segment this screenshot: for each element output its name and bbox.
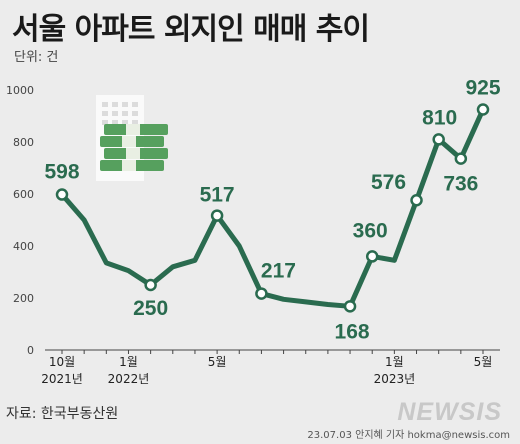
data-point	[432, 133, 445, 146]
building-window	[132, 111, 138, 116]
x-tick-label: 5월	[474, 355, 493, 369]
data-point	[410, 193, 423, 207]
data-point	[210, 209, 224, 222]
x-tick-label: 10월	[49, 355, 75, 369]
building-window	[112, 120, 118, 125]
data-label: 217	[261, 260, 296, 283]
building-window	[102, 120, 108, 125]
money-stack-icon	[96, 95, 168, 181]
y-tick-label: 400	[13, 240, 34, 253]
x-tick-year-label: 2023년	[374, 372, 416, 386]
building-window	[112, 102, 118, 107]
series	[55, 103, 490, 313]
newsis-logo: NEWSIS	[397, 398, 502, 426]
data-point	[55, 188, 69, 201]
building-window	[112, 111, 118, 116]
building-window	[122, 111, 128, 116]
money-band	[126, 124, 140, 135]
data-point	[144, 278, 157, 292]
value-labels: 598 250 517 217 168 360 576 810 736 925	[44, 77, 500, 344]
money-band	[122, 160, 136, 171]
data-point	[255, 287, 268, 300]
building-window	[102, 102, 108, 107]
building-window	[132, 120, 138, 125]
building-window	[122, 120, 128, 125]
y-tick-label: 600	[13, 188, 34, 201]
credit-line: 23.07.03 안지혜 기자 hokma@newsis.com	[307, 430, 510, 441]
series-line	[59, 107, 486, 309]
x-tick-year-label: 2021년	[41, 372, 83, 386]
data-label: 360	[353, 219, 388, 242]
x-tick-year-label: 2022년	[108, 372, 150, 386]
y-tick-label: 0	[27, 344, 34, 357]
data-label: 576	[371, 171, 406, 194]
data-label: 517	[200, 184, 235, 207]
y-tick-label: 800	[13, 136, 34, 149]
data-label: 250	[133, 297, 168, 320]
data-label: 925	[465, 77, 500, 100]
x-tick-label: 5월	[208, 355, 227, 369]
chart-title: 서울 아파트 외지인 매매 추이	[12, 12, 370, 47]
y-tick-label: 200	[13, 292, 34, 305]
x-tick-label: 1월	[119, 355, 138, 369]
data-point	[343, 300, 357, 313]
data-label: 810	[422, 106, 457, 129]
data-label: 168	[335, 320, 370, 343]
data-point	[454, 152, 468, 165]
data-label: 598	[44, 161, 79, 184]
building-window	[122, 102, 128, 107]
y-tick-label: 1000	[6, 84, 34, 97]
money-band	[126, 148, 140, 159]
x-tick-label: 1월	[385, 355, 404, 369]
data-label: 736	[443, 173, 478, 196]
money-band	[122, 136, 136, 147]
building-window	[132, 102, 138, 107]
data-point	[365, 250, 379, 263]
axes: 0 200 400 600 800 1000 10월 2021년 1월 2022년 5월 1월 2023…	[6, 84, 500, 386]
source-note: 자료: 한국부동산원	[6, 406, 119, 422]
unit-label: 단위: 건	[14, 50, 59, 65]
data-point	[476, 103, 490, 116]
building-window	[102, 111, 108, 116]
